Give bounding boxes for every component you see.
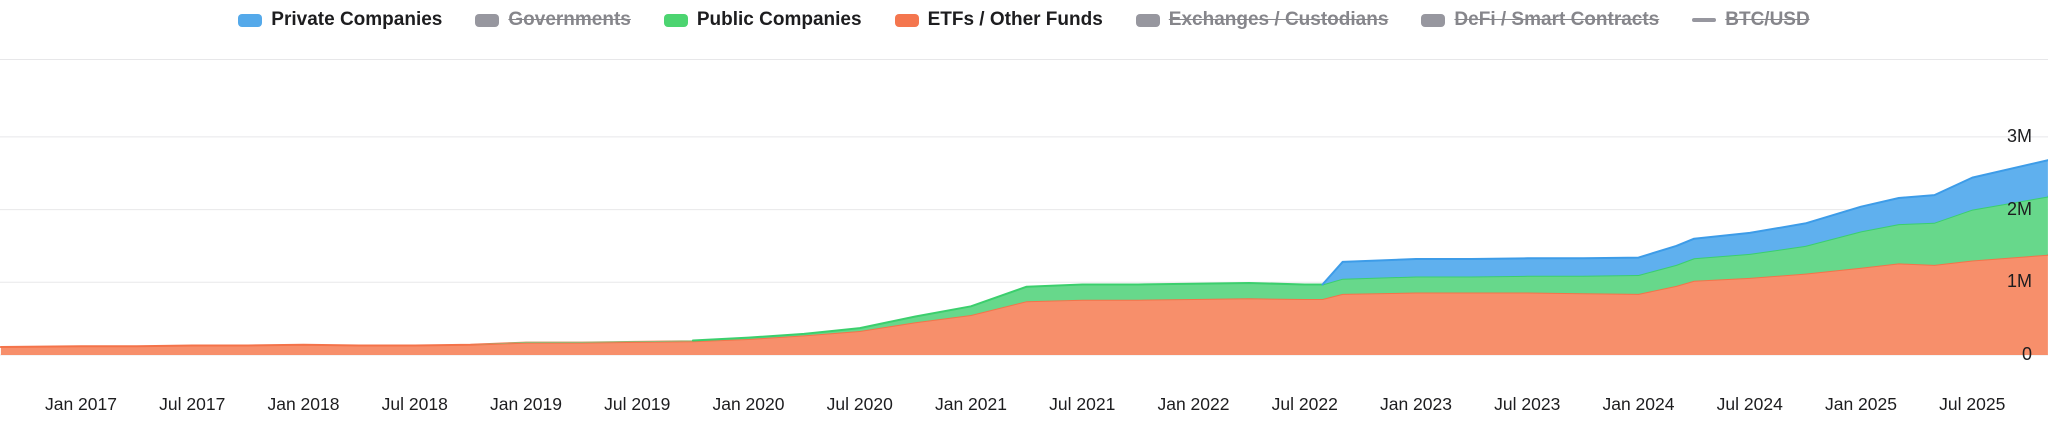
y-axis-label: 0 (2021, 344, 2032, 364)
y-axis-label: 3M (2006, 125, 2032, 146)
x-axis-label: Jan 2022 (1157, 394, 1230, 414)
x-axis-label: Jan 2017 (44, 394, 117, 414)
legend-label: BTC/USD (1725, 9, 1810, 30)
y-axis-label: 2M (2006, 198, 2032, 219)
legend-label: Exchanges / Custodians (1168, 9, 1389, 30)
private-companies-swatch-icon (238, 13, 263, 27)
legend-item-private-companies[interactable]: Private Companies (238, 9, 442, 31)
public-companies-swatch-icon (663, 13, 688, 27)
legend-item-etfs-other-funds[interactable]: ETFs / Other Funds (894, 9, 1103, 31)
legend-item-public-companies[interactable]: Public Companies (663, 9, 862, 31)
x-axis-label: Jul 2025 (1939, 394, 2006, 414)
legend-label: ETFs / Other Funds (927, 9, 1103, 30)
legend-item-exchanges-custodians[interactable]: Exchanges / Custodians (1135, 9, 1389, 31)
x-axis-label: Jul 2023 (1494, 394, 1561, 414)
x-axis-label: Jan 2023 (1379, 394, 1452, 414)
x-axis-label: Jul 2024 (1716, 394, 1783, 414)
legend-label: Private Companies (271, 9, 443, 30)
x-axis-label: Jan 2025 (1824, 394, 1897, 414)
legend-label: DeFi / Smart Contracts (1454, 9, 1660, 30)
x-axis-label: Jan 2020 (712, 394, 785, 414)
x-axis-label: Jul 2019 (604, 394, 671, 414)
x-axis-label: Jan 2021 (934, 394, 1007, 414)
legend-item-governments[interactable]: Governments (475, 9, 631, 31)
legend-item-btc-usd[interactable]: BTC/USD (1692, 9, 1810, 31)
legend-label: Public Companies (696, 9, 862, 30)
governments-swatch-icon (475, 13, 500, 27)
x-axis-label: Jul 2018 (381, 394, 448, 414)
x-axis-label: Jan 2018 (267, 394, 340, 414)
x-axis-label: Jan 2024 (1602, 394, 1675, 414)
exchanges-custodians-swatch-icon (1135, 13, 1160, 27)
x-axis-label: Jul 2022 (1271, 394, 1338, 414)
etfs-other-funds-swatch-icon (894, 13, 919, 27)
defi-smart-contracts-swatch-icon (1421, 13, 1446, 27)
edge-private-companies (1321, 159, 2048, 286)
x-axis-label: Jul 2021 (1049, 394, 1116, 414)
x-axis-label: Jan 2019 (489, 394, 562, 414)
chart-legend: Private Companies Governments Public Compa… (0, 9, 2048, 31)
area-etfs-other-funds[interactable] (0, 254, 2048, 355)
legend-item-defi-smart-contracts[interactable]: DeFi / Smart Contracts (1421, 9, 1659, 31)
y-axis-label: 1M (2006, 271, 2032, 292)
legend-divider (0, 59, 2048, 60)
x-axis-label: Jul 2017 (159, 394, 226, 414)
legend-label: Governments (508, 9, 631, 30)
x-axis-label: Jul 2020 (826, 394, 893, 414)
btc-usd-swatch-icon (1692, 18, 1717, 22)
